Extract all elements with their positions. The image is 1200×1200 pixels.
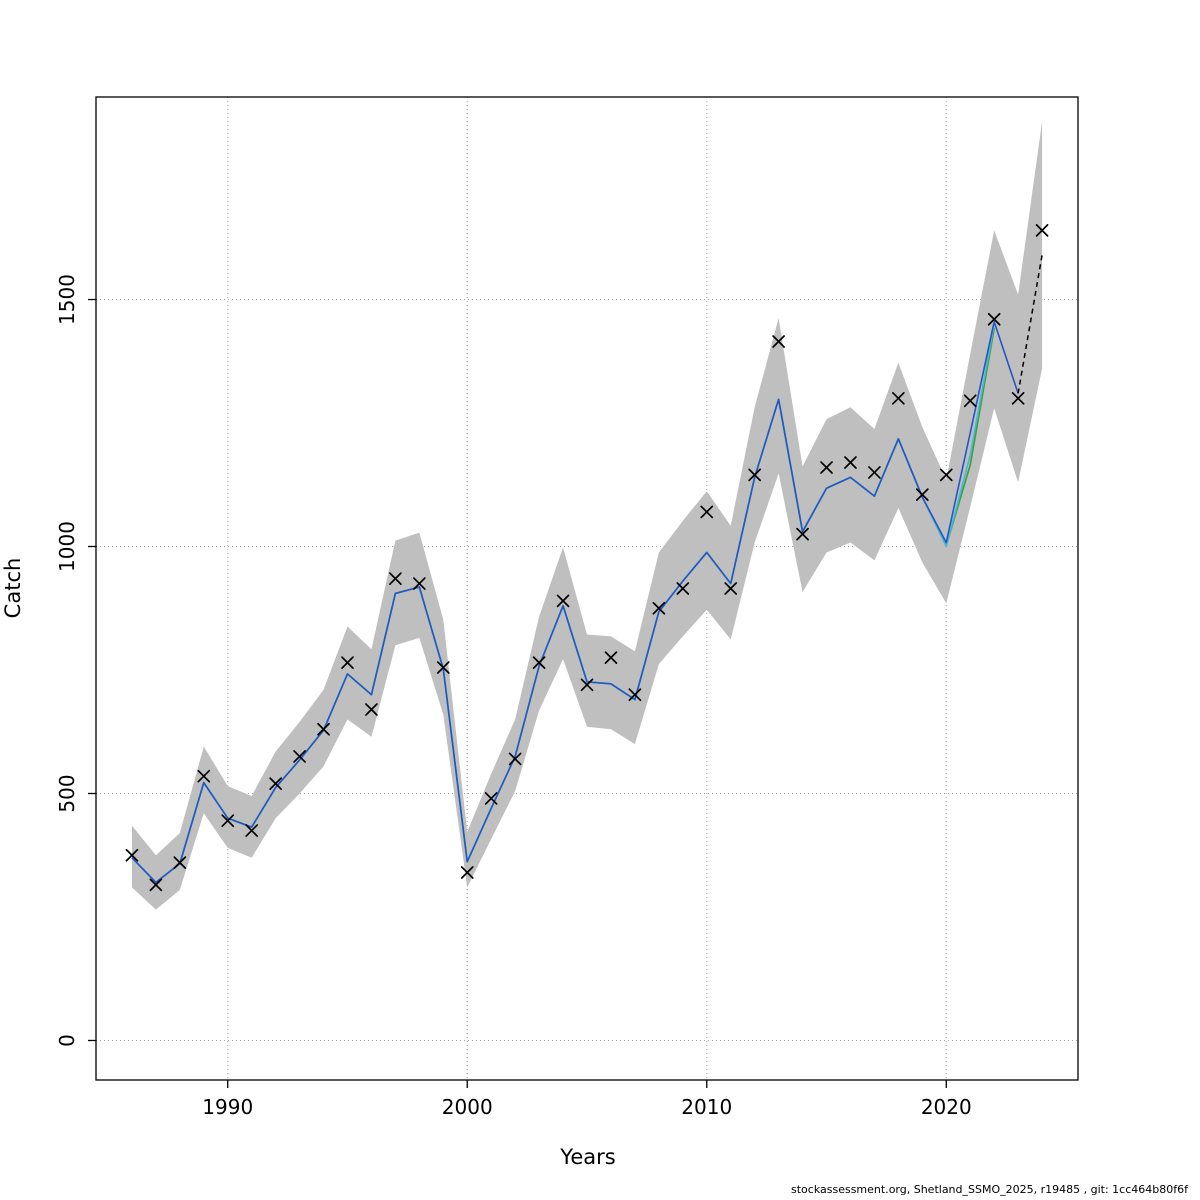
x-axis-title: Years (559, 1145, 615, 1169)
y-tick-label: 1000 (55, 521, 79, 572)
x-marker (748, 468, 762, 482)
x-marker (652, 601, 666, 615)
x-marker (676, 582, 690, 595)
axis-ticks: 1990 2000 2010 2020 0 500 1000 1500 (55, 274, 972, 1119)
y-tick-label: 500 (55, 774, 79, 812)
gridlines (96, 97, 1078, 1080)
x-marker (1011, 391, 1025, 405)
x-marker (389, 572, 402, 585)
x-marker (987, 312, 1001, 326)
x-marker (1035, 224, 1049, 237)
x-marker (125, 848, 139, 862)
x-tick-label: 2000 (442, 1095, 493, 1119)
x-marker (484, 792, 498, 805)
x-marker (772, 335, 785, 348)
fit-line-blue (131, 320, 1019, 884)
x-marker (365, 703, 378, 716)
catch-observations (125, 224, 1049, 892)
x-marker (508, 752, 522, 766)
x-marker (269, 777, 282, 790)
x-marker (173, 856, 187, 870)
x-marker (939, 468, 953, 482)
x-marker (436, 661, 450, 674)
y-tick-label: 1500 (55, 274, 79, 325)
y-axis-title: Catch (1, 558, 25, 619)
x-marker (556, 594, 570, 608)
x-marker (724, 582, 738, 595)
x-tick-label: 1990 (202, 1095, 253, 1119)
plot-layers: 1990 2000 2010 2020 0 500 1000 1500 (55, 96, 1079, 1119)
x-marker (604, 651, 618, 665)
x-marker (317, 722, 330, 736)
x-marker (293, 750, 306, 763)
x-marker (628, 688, 642, 702)
x-tick-label: 2010 (681, 1095, 732, 1119)
x-marker (963, 394, 977, 408)
x-marker (580, 678, 594, 692)
x-marker (892, 391, 905, 405)
x-marker (796, 527, 809, 541)
x-marker (197, 769, 211, 783)
x-marker (532, 656, 546, 669)
x-marker (700, 505, 714, 519)
x-marker (915, 488, 929, 501)
x-tick-label: 2020 (921, 1095, 972, 1119)
x-marker (820, 461, 833, 474)
y-tick-label: 0 (55, 1034, 79, 1047)
x-marker (844, 456, 857, 469)
x-marker (149, 878, 163, 892)
x-marker (221, 814, 235, 828)
x-marker (868, 466, 881, 479)
footer-attribution: stockassessment.org, Shetland_SSMO_2025,… (791, 1183, 1188, 1196)
plot-border (95, 96, 1079, 1081)
confidence-band (131, 121, 1043, 910)
x-marker (245, 824, 259, 837)
x-marker (412, 577, 426, 590)
x-marker (460, 866, 474, 879)
x-marker (341, 656, 354, 669)
